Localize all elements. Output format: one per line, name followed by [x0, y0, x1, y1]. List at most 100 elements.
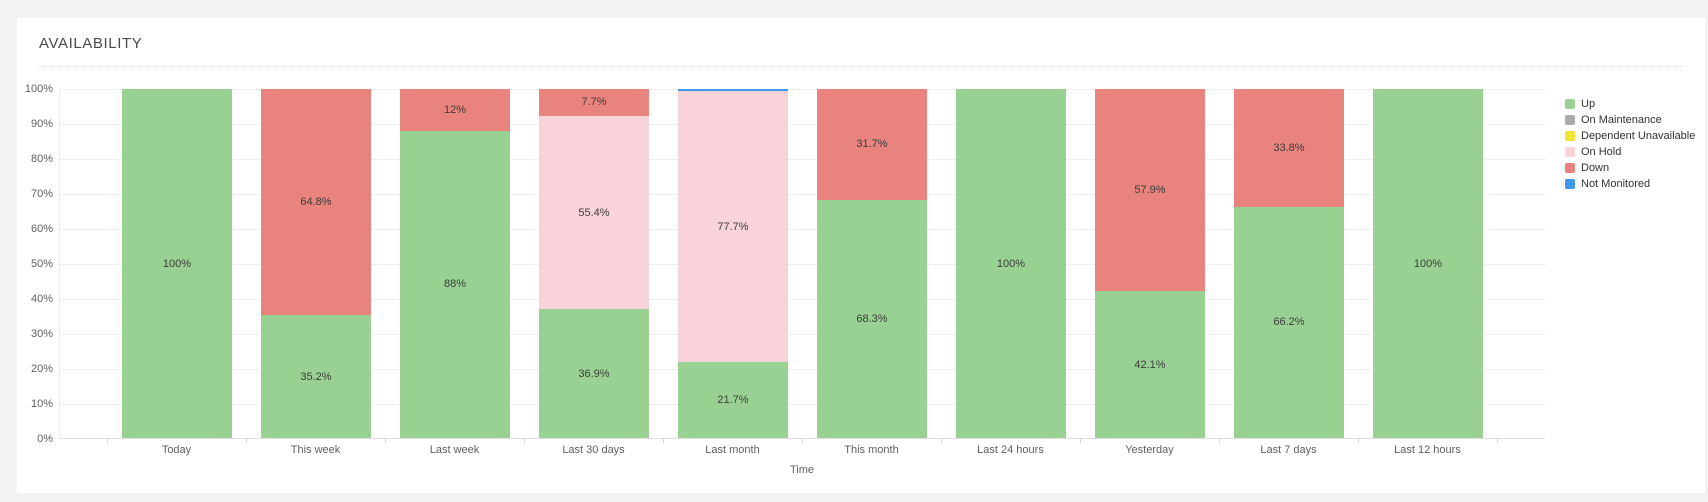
- y-axis-label: 100%: [24, 83, 53, 95]
- x-axis-label: Last month: [663, 439, 803, 462]
- legend-color-swatch: [1565, 163, 1575, 173]
- legend-item[interactable]: On Hold: [1565, 146, 1701, 158]
- bar-segment[interactable]: 42.1%: [1095, 291, 1205, 438]
- segment-label: 33.8%: [1273, 141, 1305, 154]
- bar-slot: 36.9% 55.4% 7.7%: [525, 89, 664, 438]
- bar: 36.9% 55.4% 7.7%: [539, 89, 649, 438]
- bar-slot: 66.2% 33.8%: [1220, 89, 1359, 438]
- y-axis-label: 0%: [37, 433, 53, 445]
- bar-segment[interactable]: 55.4%: [539, 115, 649, 310]
- bar-segment[interactable]: 77.7%: [678, 91, 788, 363]
- bar-segment[interactable]: 31.7%: [817, 89, 927, 200]
- bar-segment[interactable]: 36.9%: [539, 309, 649, 438]
- legend-color-swatch: [1565, 147, 1575, 157]
- segment-label: 7.7%: [581, 96, 607, 109]
- legend-label: On Maintenance: [1581, 114, 1662, 126]
- legend-label: Dependent Unavailable: [1581, 130, 1696, 142]
- plot-column: 100% 35.2% 64.8% 88% 12% 36.9% 55.4% 7.7% 21.7% 7…: [59, 89, 1545, 476]
- legend-color-swatch: [1565, 115, 1575, 125]
- bar: 42.1% 57.9%: [1095, 89, 1205, 438]
- legend: Up On Maintenance Dependent Unavailable On …: [1565, 89, 1701, 194]
- legend-item[interactable]: Dependent Unavailable: [1565, 130, 1701, 142]
- segment-label: 66.2%: [1273, 316, 1305, 329]
- legend-color-swatch: [1565, 131, 1575, 141]
- bar-segment[interactable]: 7.7%: [539, 89, 649, 116]
- segment-label: 35.2%: [300, 370, 332, 383]
- legend-color-swatch: [1565, 179, 1575, 189]
- title-separator: [39, 66, 1683, 67]
- y-axis-label: 30%: [30, 328, 53, 340]
- bar-slot: 42.1% 57.9%: [1081, 89, 1220, 438]
- card-title: AVAILABILITY: [39, 35, 143, 52]
- bar-slot: 68.3% 31.7%: [803, 89, 942, 438]
- segment-label: 100%: [996, 257, 1026, 270]
- segment-label: 77.7%: [717, 220, 749, 233]
- bar: 21.7% 77.7%: [678, 89, 788, 438]
- bar-slot: 100%: [942, 89, 1081, 438]
- x-axis-label: Today: [107, 439, 247, 462]
- x-axis-label: Last 30 days: [524, 439, 664, 462]
- y-axis-label: 60%: [30, 223, 53, 235]
- bar-slot: 100%: [108, 89, 247, 438]
- segment-label: 68.3%: [856, 312, 888, 325]
- bar-segment[interactable]: 100%: [956, 89, 1066, 438]
- bar-segment[interactable]: 21.7%: [678, 362, 788, 438]
- bar-slot: 88% 12%: [386, 89, 525, 438]
- segment-label: 31.7%: [856, 138, 888, 151]
- legend-item[interactable]: Not Monitored: [1565, 178, 1701, 190]
- y-axis-label: 40%: [30, 293, 53, 305]
- segment-label: 55.4%: [578, 206, 610, 219]
- legend-label: Not Monitored: [1581, 178, 1651, 190]
- bar-segment[interactable]: 66.2%: [1234, 206, 1344, 438]
- bar-segment[interactable]: 57.9%: [1095, 89, 1205, 292]
- bar-segment[interactable]: 100%: [122, 89, 232, 438]
- x-axis-label: This week: [246, 439, 386, 462]
- bar-segment[interactable]: 64.8%: [261, 89, 371, 316]
- bar-segment[interactable]: 12%: [400, 89, 510, 131]
- bar: 35.2% 64.8%: [261, 89, 371, 438]
- bar-segment[interactable]: 100%: [1373, 89, 1483, 438]
- bar: 100%: [956, 89, 1066, 438]
- segment-label: 100%: [1413, 257, 1443, 270]
- y-axis-label: 20%: [30, 363, 53, 375]
- x-axis-labels: Today This week Last week Last 30 days Last …: [59, 439, 1545, 462]
- legend-label: On Hold: [1581, 146, 1622, 158]
- bar-slot: 100%: [1359, 89, 1498, 438]
- legend-item[interactable]: On Maintenance: [1565, 114, 1701, 126]
- bar: 88% 12%: [400, 89, 510, 438]
- y-axis: 100% 90% 80% 70% 60% 50% 40% 30% 20% 10% 0%: [23, 83, 59, 445]
- bar-segment[interactable]: 88%: [400, 130, 510, 438]
- availability-card: AVAILABILITY 100% 90% 80% 70% 60% 50% 40% 30% 20…: [17, 18, 1705, 493]
- x-axis-label: Yesterday: [1080, 439, 1220, 462]
- legend-color-swatch: [1565, 99, 1575, 109]
- segment-label: 64.8%: [300, 196, 332, 209]
- y-axis-label: 70%: [30, 188, 53, 200]
- availability-chart: 100% 90% 80% 70% 60% 50% 40% 30% 20% 10% 0% 100% 35…: [23, 83, 1705, 476]
- x-axis-title: Time: [789, 464, 815, 476]
- bar: 100%: [1373, 89, 1483, 438]
- plot-area: 100% 35.2% 64.8% 88% 12% 36.9% 55.4% 7.7% 21.7% 7…: [59, 89, 1545, 439]
- segment-label: 36.9%: [578, 367, 610, 380]
- x-axis-label: This month: [802, 439, 942, 462]
- y-axis-label: 50%: [30, 258, 53, 270]
- y-axis-label: 80%: [30, 153, 53, 165]
- segment-label: 88%: [443, 278, 467, 291]
- bar-slot: 35.2% 64.8%: [247, 89, 386, 438]
- bar-segment[interactable]: 35.2%: [261, 315, 371, 438]
- y-axis-label: 10%: [30, 398, 53, 410]
- segment-label: 42.1%: [1134, 358, 1166, 371]
- bar-segment[interactable]: [678, 89, 788, 92]
- legend-label: Down: [1581, 162, 1610, 174]
- bar-slot: 21.7% 77.7%: [664, 89, 803, 438]
- y-axis-label: 90%: [30, 118, 53, 130]
- x-axis-label: Last week: [385, 439, 525, 462]
- bar-segment[interactable]: 68.3%: [817, 199, 927, 438]
- legend-item[interactable]: Down: [1565, 162, 1701, 174]
- segment-label: 100%: [162, 257, 192, 270]
- bar-segment[interactable]: 33.8%: [1234, 89, 1344, 207]
- bar: 68.3% 31.7%: [817, 89, 927, 438]
- segment-label: 57.9%: [1134, 184, 1166, 197]
- legend-item[interactable]: Up: [1565, 98, 1701, 110]
- bar: 100%: [122, 89, 232, 438]
- x-axis-label: Last 7 days: [1219, 439, 1359, 462]
